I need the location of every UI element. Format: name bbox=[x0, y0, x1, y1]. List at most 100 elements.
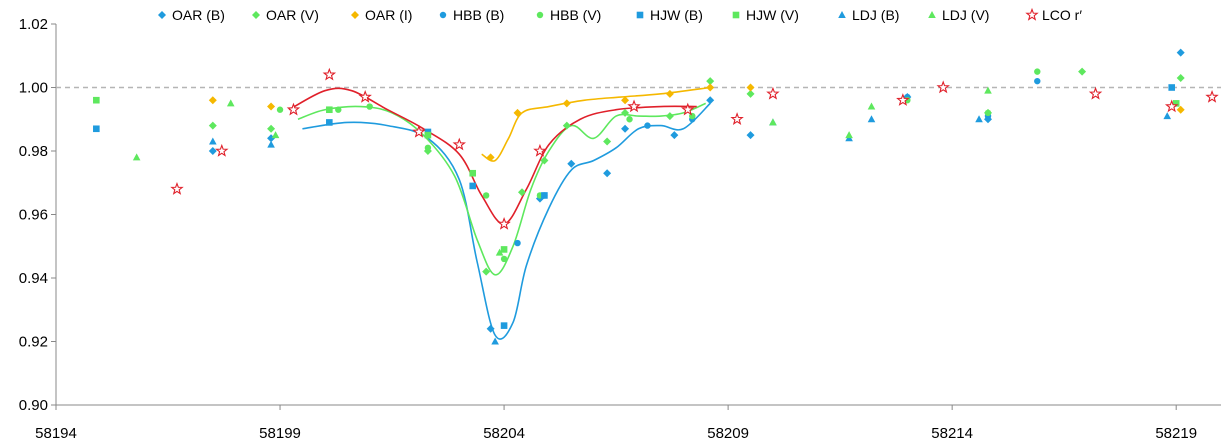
data-point bbox=[322, 67, 337, 81]
data-point bbox=[132, 153, 141, 161]
data-point bbox=[1176, 73, 1185, 82]
data-point bbox=[769, 118, 777, 126]
y-axis-ticks: 0.90 0.92 0.94 0.96 0.98 1.00 1.02 bbox=[19, 16, 56, 414]
data-point bbox=[706, 77, 715, 86]
data-point bbox=[1168, 84, 1176, 91]
data-point bbox=[626, 116, 633, 123]
data-point bbox=[681, 102, 695, 116]
data-point bbox=[424, 144, 432, 152]
data-point bbox=[670, 131, 679, 140]
data-point bbox=[326, 119, 333, 126]
legend: OAR (B) OAR (V) OAR (I) HBB (B) HBB (V) HJW (… bbox=[158, 7, 1082, 23]
data-point bbox=[271, 131, 280, 139]
data-point bbox=[1176, 48, 1185, 57]
data-point bbox=[500, 246, 508, 253]
data-point bbox=[486, 153, 495, 162]
data-point bbox=[984, 86, 992, 94]
data-point bbox=[366, 103, 373, 110]
data-point bbox=[541, 192, 548, 199]
y-tick-label: 0.96 bbox=[19, 207, 48, 224]
y-tick-label: 0.90 bbox=[19, 397, 48, 414]
data-point bbox=[706, 96, 715, 105]
data-point bbox=[495, 248, 504, 256]
data-point bbox=[621, 124, 630, 133]
data-point bbox=[1034, 77, 1041, 85]
data-point bbox=[621, 96, 630, 105]
legend-marker bbox=[636, 11, 644, 19]
data-point bbox=[226, 99, 235, 107]
data-point bbox=[746, 89, 755, 98]
data-point bbox=[665, 89, 674, 98]
data-point bbox=[867, 115, 876, 123]
data-point bbox=[518, 188, 526, 197]
x-tick-label: 58194 bbox=[35, 425, 77, 442]
legend-marker bbox=[838, 11, 846, 18]
data-point bbox=[984, 109, 992, 117]
data-point bbox=[621, 108, 630, 117]
data-point bbox=[1172, 100, 1180, 107]
data-point bbox=[1088, 86, 1103, 100]
data-point bbox=[482, 267, 491, 276]
data-point bbox=[412, 124, 426, 138]
data-point bbox=[93, 125, 100, 133]
data-point bbox=[276, 106, 284, 113]
data-point bbox=[1163, 112, 1172, 120]
legend-label: HJW (B) bbox=[650, 7, 703, 23]
legend-label: OAR (V) bbox=[266, 7, 319, 23]
data-point bbox=[746, 131, 755, 140]
legend-marker bbox=[351, 11, 359, 19]
legend-label: HJW (V) bbox=[746, 7, 799, 23]
data-point bbox=[209, 137, 217, 145]
data-point bbox=[1034, 68, 1041, 75]
x-tick-label: 58204 bbox=[483, 425, 525, 442]
data-point bbox=[1078, 67, 1087, 76]
y-tick-label: 0.98 bbox=[19, 143, 48, 160]
data-point bbox=[845, 131, 853, 139]
data-point bbox=[627, 99, 641, 113]
data-point bbox=[469, 169, 477, 177]
x-tick-label: 58199 bbox=[259, 425, 301, 442]
data-point bbox=[469, 182, 477, 190]
data-point bbox=[424, 131, 432, 139]
data-point bbox=[208, 147, 217, 155]
legend-marker bbox=[439, 11, 447, 19]
legend-marker bbox=[1025, 7, 1039, 21]
data-point bbox=[975, 115, 983, 123]
legend-marker bbox=[158, 11, 166, 19]
legend-label: LDJ (B) bbox=[852, 7, 899, 23]
legend-label: LCO r′ bbox=[1042, 7, 1082, 23]
data-point bbox=[746, 83, 755, 92]
data-point bbox=[486, 324, 495, 333]
data-point bbox=[706, 83, 715, 92]
y-tick-label: 1.02 bbox=[19, 16, 48, 33]
data-point bbox=[1205, 89, 1219, 103]
data-point bbox=[730, 112, 744, 125]
data-point bbox=[936, 80, 950, 94]
data-point bbox=[562, 99, 571, 108]
data-point bbox=[452, 137, 467, 151]
legend-marker bbox=[252, 11, 260, 19]
data-point bbox=[358, 89, 372, 103]
data-point bbox=[208, 121, 217, 130]
data-point bbox=[562, 121, 571, 130]
y-tick-label: 1.00 bbox=[19, 80, 48, 97]
data-point bbox=[533, 143, 547, 157]
data-point bbox=[500, 322, 508, 329]
data-point bbox=[267, 102, 276, 111]
fit-line bbox=[288, 87, 697, 225]
data-point bbox=[326, 106, 333, 114]
plot-area: 0.900.920.940.960.981.001.02 58194 58199 5… bbox=[19, 16, 1221, 442]
x-tick-label: 58214 bbox=[931, 425, 973, 442]
data-point bbox=[665, 112, 674, 121]
fit-line bbox=[297, 102, 707, 276]
legend-label: LDJ (V) bbox=[942, 7, 989, 23]
legend-label: HBB (V) bbox=[550, 7, 601, 23]
legend-marker bbox=[732, 11, 740, 19]
x-axis-ticks: 58194 58199 58204 58209 58214 58219 bbox=[35, 405, 1197, 442]
legend-label: HBB (B) bbox=[453, 7, 504, 23]
data-point bbox=[603, 169, 612, 178]
data-point bbox=[482, 192, 490, 199]
legend-marker bbox=[928, 11, 936, 18]
data-point bbox=[93, 96, 100, 104]
